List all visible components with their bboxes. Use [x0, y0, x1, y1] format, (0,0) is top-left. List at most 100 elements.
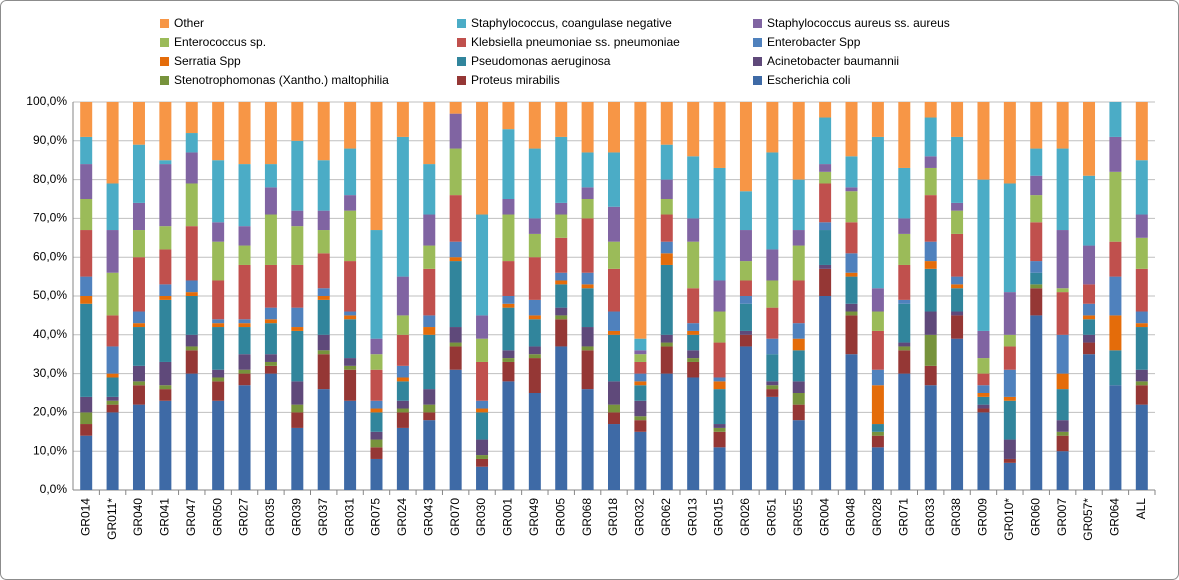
- bar-segment: [106, 400, 119, 405]
- bar-segment: [660, 346, 673, 374]
- bar-segment: [634, 102, 647, 339]
- bar-segment: [1003, 183, 1016, 293]
- bar-segment: [370, 102, 383, 231]
- bar-segment: [766, 381, 779, 386]
- legend-swatch: [160, 19, 169, 28]
- bar-segment: [238, 385, 251, 490]
- bar-segment: [977, 396, 990, 405]
- bar-segment: [871, 385, 884, 425]
- bar-segment: [951, 136, 964, 203]
- bar-segment: [502, 129, 515, 199]
- bar-segment: [581, 152, 594, 188]
- bar-segment: [238, 245, 251, 265]
- bar-segment: [317, 350, 330, 355]
- bar-segment: [528, 299, 541, 316]
- bar-segment: [951, 288, 964, 312]
- bar-segment: [1135, 237, 1148, 269]
- bar-segment: [924, 195, 937, 242]
- bar-segment: [608, 102, 620, 153]
- bar-segment: [423, 389, 436, 405]
- bar-segment: [555, 284, 568, 308]
- bar-segment: [845, 311, 858, 316]
- x-tick-label: GR039: [289, 498, 303, 536]
- bar-segment: [1056, 435, 1069, 452]
- bar-segment: [396, 412, 409, 428]
- bar-segment: [1030, 288, 1043, 316]
- bar-segment: [370, 431, 383, 440]
- bar-segment: [819, 171, 832, 184]
- bar-segment: [845, 187, 858, 192]
- bar-segment: [396, 377, 409, 382]
- bar-segment: [344, 195, 357, 211]
- bar-segment: [924, 261, 937, 269]
- bar-segment: [871, 102, 884, 137]
- bar-segment: [1083, 319, 1096, 335]
- bar-segment: [898, 346, 911, 351]
- bar-segment: [1083, 334, 1096, 343]
- bar-segment: [1109, 276, 1122, 316]
- bar-segment: [185, 280, 198, 293]
- bar-segment: [502, 358, 515, 362]
- bar-segment: [185, 292, 198, 296]
- bar-segment: [819, 222, 832, 231]
- bar-segment: [713, 311, 726, 343]
- bar-segment: [660, 144, 673, 180]
- bar-segment: [185, 226, 198, 281]
- bar-segment: [185, 334, 198, 347]
- bar-segment: [792, 230, 805, 246]
- legend-label: Other: [174, 16, 204, 30]
- bar-segment: [212, 102, 225, 161]
- bar-segment: [1109, 136, 1122, 172]
- y-tick-label: 60,0%: [33, 249, 67, 263]
- bar-segment: [581, 199, 594, 219]
- bar-segment: [555, 202, 568, 215]
- bar-segment: [608, 330, 620, 335]
- bar-segment: [1135, 102, 1148, 161]
- bar-segment: [449, 195, 462, 242]
- bar-segment: [792, 420, 805, 490]
- bar-segment: [1030, 148, 1043, 176]
- bar-segment: [871, 330, 884, 370]
- bar-segment: [396, 276, 409, 316]
- bar-segment: [80, 276, 93, 296]
- x-tick-label: GR028: [870, 498, 884, 536]
- bar-segment: [687, 358, 700, 362]
- bar-segment: [396, 102, 409, 137]
- bar-segment: [687, 334, 700, 351]
- bar-segment: [687, 323, 700, 331]
- bar-segment: [370, 354, 383, 370]
- y-tick-label: 0,0%: [40, 482, 68, 496]
- bar-segment: [898, 299, 911, 304]
- bar-segment: [159, 160, 172, 165]
- bar-segment: [1083, 175, 1096, 246]
- bar-segment: [687, 218, 700, 242]
- bar-segment: [845, 102, 858, 157]
- bar-segment: [476, 466, 489, 490]
- bar-segment: [185, 346, 198, 351]
- bar-segment: [317, 160, 330, 211]
- bar-segment: [1056, 373, 1069, 390]
- legend-label: Staphylococcus aureus ss. aureus: [767, 16, 950, 30]
- bar-segment: [924, 385, 937, 490]
- bar-segment: [344, 319, 357, 359]
- bar-segment: [502, 303, 515, 308]
- bar-segment: [291, 210, 304, 227]
- bar-segment: [924, 117, 937, 157]
- bar-segment: [449, 241, 462, 258]
- bar-segment: [660, 253, 673, 265]
- legend-swatch: [753, 19, 762, 28]
- bar-segment: [1003, 334, 1016, 347]
- bar-segment: [1135, 404, 1148, 490]
- bar-segment: [845, 276, 858, 304]
- bar-segment: [291, 140, 304, 211]
- bar-segment: [924, 241, 937, 262]
- bar-segment: [528, 218, 541, 234]
- bar-segment: [898, 218, 911, 234]
- bar-segment: [898, 350, 911, 374]
- bar-segment: [449, 327, 462, 343]
- bar-segment: [528, 358, 541, 393]
- bar-segment: [871, 136, 884, 289]
- x-tick-label: GR011*: [105, 498, 119, 540]
- bar-segment: [106, 373, 119, 378]
- bar-segment: [924, 268, 937, 312]
